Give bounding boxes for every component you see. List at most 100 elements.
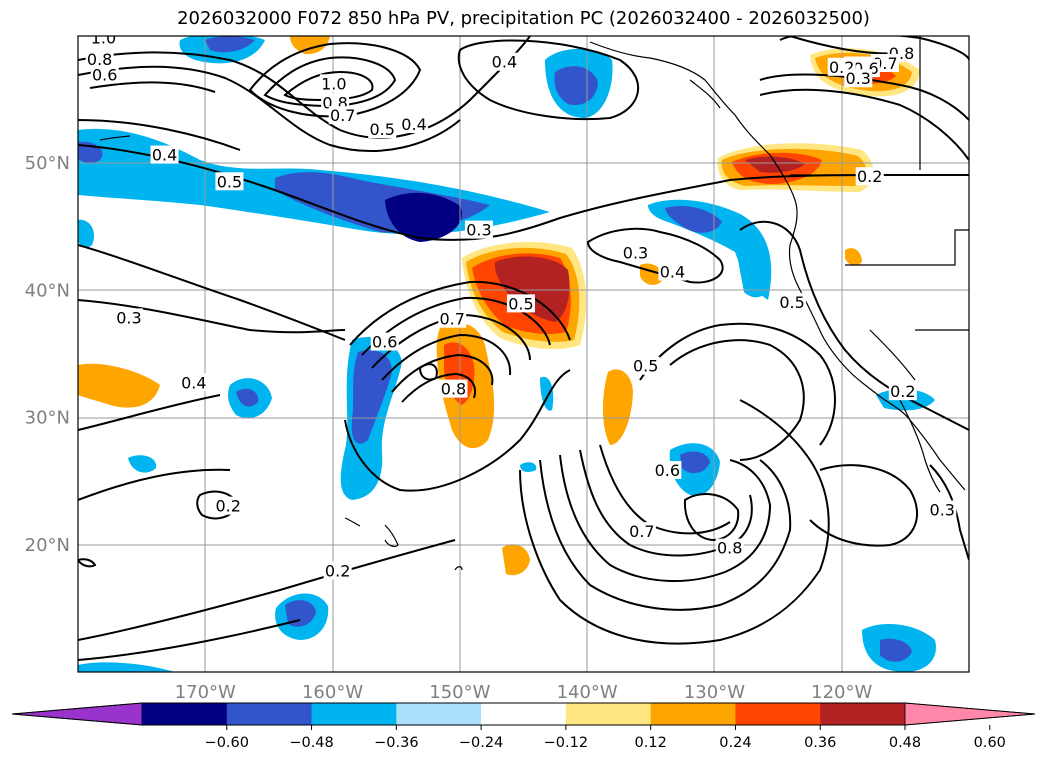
contour-label: 0.6 — [655, 461, 680, 480]
colorbar-tick-label: −0.60 — [205, 735, 249, 751]
contour-label-background — [439, 379, 468, 398]
colorbar-extend-high — [904, 702, 1036, 726]
latitude-label: 30°N — [25, 408, 70, 429]
contour-label-background — [855, 167, 884, 186]
contour-label-background — [464, 220, 493, 239]
contour-label: 0.7 — [629, 522, 654, 541]
graticule — [78, 36, 969, 672]
colorbar-segment — [142, 703, 228, 725]
colorbar-segment — [735, 703, 821, 725]
longitude-label: 140°W — [557, 682, 618, 703]
contour-label: 0.5 — [217, 172, 242, 191]
latitude-label: 20°N — [25, 535, 70, 556]
colorbar-tick-label: −0.12 — [544, 735, 588, 751]
contour-label-background — [319, 74, 348, 93]
pv-contours — [78, 36, 969, 661]
colorbar-tick-label: 0.48 — [889, 735, 921, 751]
contour-label: 0.6 — [92, 65, 117, 84]
contour-label-background — [323, 561, 352, 580]
colorbar-segment — [650, 703, 736, 725]
contour-label-background — [627, 522, 656, 541]
contour-label-background — [621, 243, 650, 262]
contour-label-background — [150, 145, 179, 164]
latitude-label: 40°N — [25, 280, 70, 301]
contour-label-background — [214, 496, 243, 515]
contour-label: 1.0 — [321, 74, 346, 93]
colorbar — [11, 702, 1036, 726]
longitude-label: 120°W — [811, 682, 872, 703]
latitude-labels: 50°N 40°N 30°N 20°N — [25, 153, 70, 556]
contour-label: 0.3 — [116, 308, 141, 327]
contour-label: 0.6 — [372, 333, 397, 352]
contour-label: 0.4 — [401, 115, 426, 134]
contour-label: 0.5 — [369, 120, 394, 139]
latitude-label: 50°N — [25, 153, 70, 174]
map-panel: 1.00.80.6 1.00.80.70.5 0.40.40.40.50.30.30… — [78, 29, 969, 672]
contour-label: 0.3 — [623, 244, 648, 263]
contour-label-background — [400, 115, 429, 134]
contour-label-background — [506, 294, 535, 313]
colorbar-tick-label: −0.48 — [289, 735, 333, 751]
contour-label: 0.2 — [325, 562, 350, 581]
longitude-label: 150°W — [429, 682, 490, 703]
contour-label-background — [85, 50, 114, 69]
contour-label-background — [490, 52, 519, 71]
map-frame — [77, 35, 970, 673]
colorbar-tick-label: 0.36 — [804, 735, 836, 751]
contour-label-background — [438, 309, 467, 328]
longitude-label: 170°W — [175, 682, 236, 703]
contour-label: 0.8 — [87, 50, 112, 69]
contour-label: 0.3 — [930, 500, 955, 519]
contour-label-background — [114, 308, 143, 327]
colorbar-tick-label: 0.24 — [719, 735, 751, 751]
longitude-label: 130°W — [684, 682, 745, 703]
contour-label-background — [844, 69, 873, 88]
contour-label: 0.8 — [441, 380, 466, 399]
longitude-labels: 170°W 160°W 150°W 140°W 130°W 120°W — [175, 682, 873, 703]
contour-label-background — [90, 65, 119, 84]
contour-label: 0.5 — [779, 293, 804, 312]
colorbar-segment — [311, 703, 397, 725]
contour-label-background — [215, 172, 244, 191]
contour-label: 0.2 — [890, 382, 915, 401]
contour-label-background — [368, 120, 397, 139]
contour-label: 0.4 — [152, 146, 177, 165]
contour-label: 0.4 — [660, 263, 685, 282]
contour-labels: 1.00.80.6 1.00.80.70.5 0.40.40.40.50.30.30… — [85, 29, 957, 581]
colorbar-segment — [226, 703, 313, 725]
contour-label: 1.0 — [91, 29, 116, 48]
contour-label: 0.5 — [633, 357, 658, 376]
contour-label-background — [715, 538, 744, 557]
colorbar-tick-label: −0.36 — [374, 735, 418, 751]
longitude-label: 160°W — [302, 682, 363, 703]
colorbar-segment — [565, 703, 652, 725]
contour-label-background — [370, 332, 399, 351]
contour-label: 0.3 — [846, 69, 871, 88]
contour-label: 0.8 — [717, 539, 742, 558]
contour-label: 0.2 — [215, 497, 240, 516]
contour-label-background — [778, 293, 807, 312]
colorbar-segment — [481, 703, 567, 725]
map-title: 2026032000 F072 850 hPa PV, precipitatio… — [177, 8, 870, 29]
contour-label: 0.7 — [439, 310, 464, 329]
contour-label: 0.5 — [508, 294, 533, 313]
colorbar-ticks: −0.60 −0.48 −0.36 −0.24 −0.12 0.12 0.24 0.36 0.4… — [205, 725, 1006, 751]
contour-label-background — [179, 373, 208, 392]
contour-label-background — [888, 382, 917, 401]
contour-label-background — [328, 106, 357, 125]
contour-label: 0.4 — [181, 373, 206, 392]
contour-label: 0.7 — [330, 106, 355, 125]
contour-label: 0.4 — [492, 53, 517, 72]
colorbar-tick-label: 0.60 — [974, 735, 1006, 751]
colorbar-outline — [11, 702, 1036, 726]
colorbar-segment — [396, 703, 482, 725]
contour-label-background — [653, 461, 682, 480]
colorbar-tick-label: −0.24 — [459, 735, 503, 751]
colorbar-extend-low — [11, 702, 143, 726]
contour-label: 0.2 — [857, 167, 882, 186]
contour-label-background — [631, 356, 660, 375]
contour-label-background — [928, 500, 957, 519]
contour-label-background — [89, 36, 118, 47]
contour-label-background — [658, 262, 687, 281]
